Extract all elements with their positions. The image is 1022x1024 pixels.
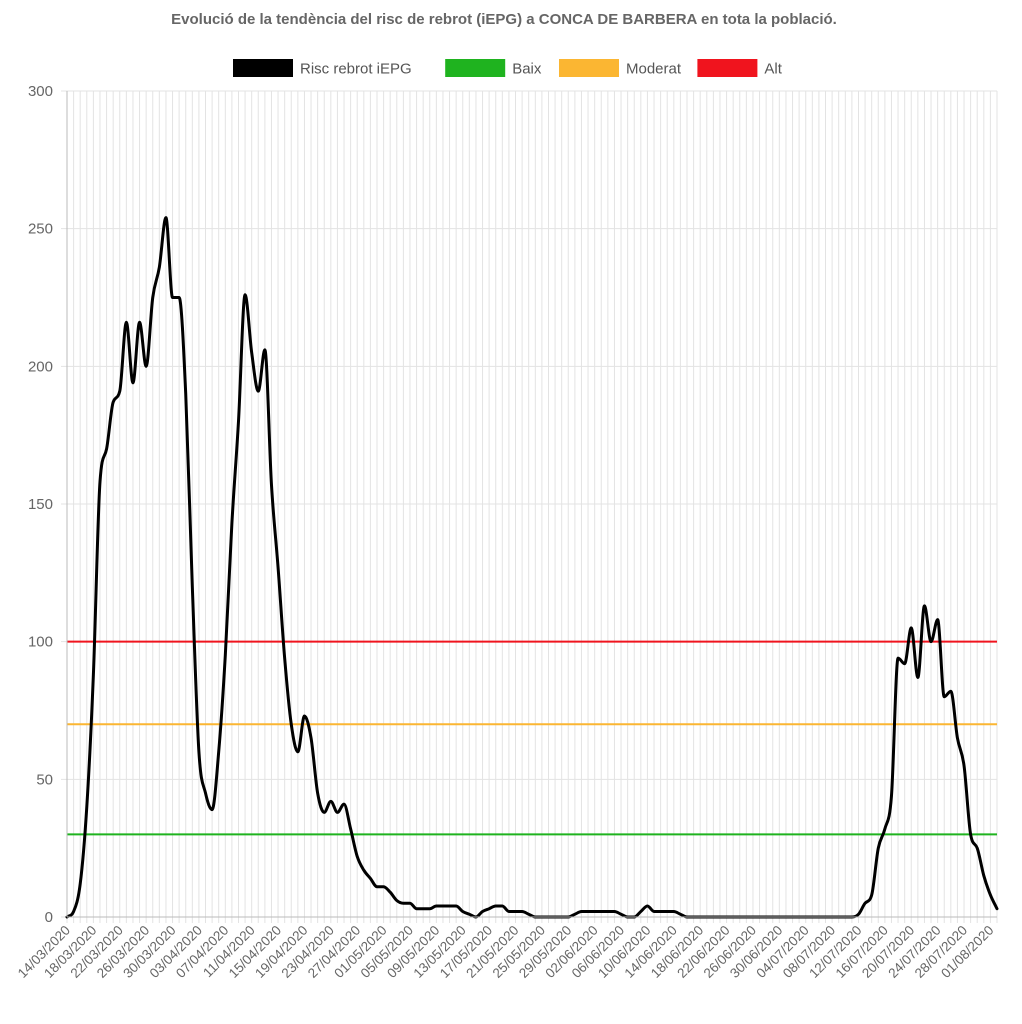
legend-label: Risc rebrot iEPG <box>300 61 412 78</box>
y-tick-label: 300 <box>28 83 53 100</box>
legend-swatch-alt <box>697 59 758 77</box>
series-line-risc-rebrot <box>65 216 999 919</box>
y-tick-label: 50 <box>36 771 53 788</box>
legend-swatch-baix <box>445 59 506 77</box>
y-tick-label: 200 <box>28 358 53 375</box>
legend-label: Moderat <box>626 61 682 78</box>
y-tick-label: 100 <box>28 634 53 651</box>
legend-label: Baix <box>512 61 542 78</box>
threshold-lines <box>67 640 997 836</box>
series-layer <box>65 216 999 919</box>
y-tick-label: 0 <box>45 909 53 926</box>
grid <box>61 90 998 923</box>
legend: Risc rebrot iEPG Baix Moderat Alt <box>233 59 783 78</box>
legend-label: Alt <box>764 61 782 78</box>
x-axis: 14/03/202018/03/202022/03/202026/03/2020… <box>15 916 997 981</box>
chart-title: Evolució de la tendència del risc de reb… <box>171 11 837 28</box>
legend-swatch-risc <box>233 59 293 77</box>
y-tick-label: 150 <box>28 496 53 513</box>
y-tick-label: 250 <box>28 221 53 238</box>
legend-swatch-moderat <box>559 59 619 77</box>
y-axis: 0 50 100 150 200 250 300 <box>28 83 68 926</box>
